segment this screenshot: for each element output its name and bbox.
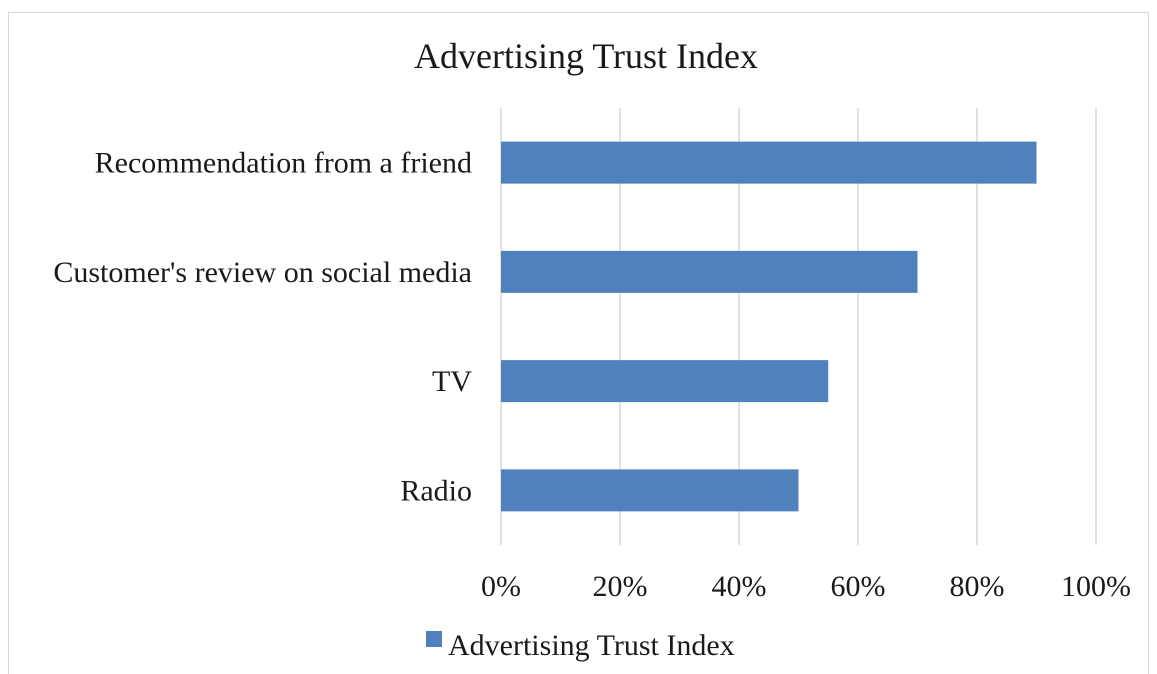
category-label: Recommendation from a friend [95, 147, 472, 180]
bars [501, 141, 1037, 512]
category-label: TV [432, 365, 472, 398]
x-tick-label: 60% [831, 570, 886, 603]
x-tick-label: 100% [1061, 570, 1131, 603]
x-tick-label: 0% [481, 570, 521, 603]
chart-title: Advertising Trust Index [414, 36, 758, 76]
bar [501, 141, 1037, 184]
bar [501, 360, 829, 403]
chart-frame [8, 12, 1149, 674]
legend-swatch [426, 631, 442, 647]
bar [501, 250, 918, 293]
legend-label: Advertising Trust Index [448, 629, 735, 662]
category-label: Customer's review on social media [53, 256, 472, 289]
x-tick-labels: 0% 20% 40% 60% 80% 100% [481, 570, 1131, 603]
x-tick-label: 20% [593, 570, 648, 603]
x-tick-label: 40% [712, 570, 767, 603]
legend: Advertising Trust Index [426, 629, 735, 662]
x-tick-label: 80% [950, 570, 1005, 603]
bar [501, 469, 799, 512]
category-labels: Recommendation from a friend Customer's r… [53, 147, 472, 508]
category-label: Radio [400, 474, 472, 507]
